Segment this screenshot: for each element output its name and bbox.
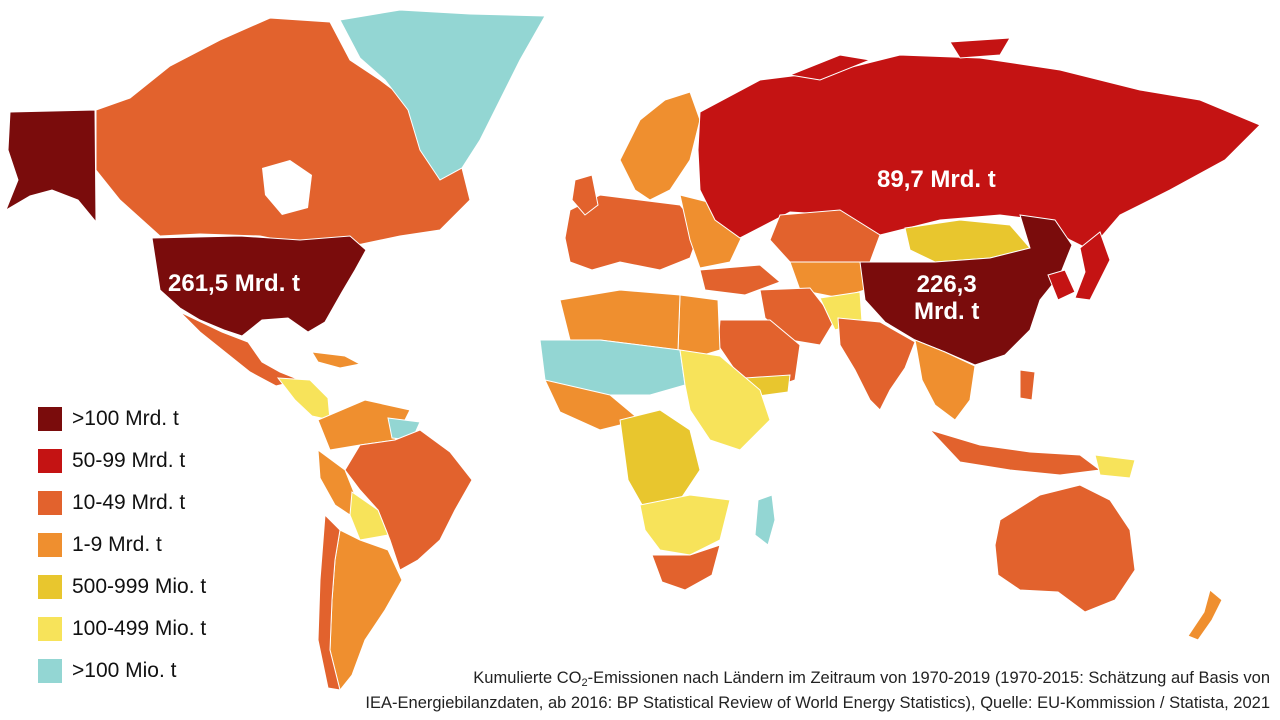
region-iran <box>759 287 836 346</box>
region-peru <box>317 448 356 516</box>
caption-subscript: 2 <box>581 677 588 689</box>
legend-item: 10-49 Mrd. t <box>38 482 206 524</box>
region-russia-north-islands <box>788 37 1011 81</box>
region-chile <box>317 513 341 691</box>
legend-item: >100 Mio. t <box>38 650 206 692</box>
region-scandinavia <box>619 91 701 201</box>
legend-swatch <box>38 575 62 599</box>
legend-label: >100 Mio. t <box>72 659 177 682</box>
region-western-europe <box>564 194 701 271</box>
legend-label: >100 Mrd. t <box>72 407 179 430</box>
legend-label: 10-49 Mrd. t <box>72 491 186 514</box>
region-china <box>859 214 1073 366</box>
region-usa <box>151 235 367 337</box>
caption-part1: Kumulierte CO <box>473 669 582 687</box>
region-west-africa <box>544 379 642 431</box>
region-egypt <box>677 294 721 357</box>
region-bolivia <box>349 491 389 541</box>
legend-label: 1-9 Mrd. t <box>72 533 162 556</box>
legend-label: 500-999 Mio. t <box>72 575 207 598</box>
region-alaska <box>4 109 97 224</box>
region-east-africa <box>679 349 771 451</box>
china-callout-value: 226,3 <box>916 271 977 298</box>
source-caption: Kumulierte CO2-Emissionen nach Ländern i… <box>270 666 1270 716</box>
russia-callout: 89,7 Mrd. t <box>877 166 996 193</box>
region-congo-basin <box>619 409 701 511</box>
region-indonesia <box>928 428 1102 476</box>
china-callout-unit: Mrd. t <box>914 298 980 325</box>
map-legend: >100 Mrd. t 50-99 Mrd. t 10-49 Mrd. t 1-9 M… <box>38 398 206 692</box>
region-uk <box>571 174 599 216</box>
legend-swatch <box>38 407 62 431</box>
legend-label: 50-99 Mrd. t <box>72 449 186 472</box>
region-philippines <box>1019 369 1036 401</box>
usa-callout: 261,5 Mrd. t <box>168 270 301 297</box>
region-brazil <box>344 429 473 571</box>
legend-swatch <box>38 533 62 557</box>
region-australia <box>994 484 1136 613</box>
region-central-america <box>276 377 331 421</box>
region-korea-japan <box>1047 231 1111 301</box>
legend-swatch <box>38 617 62 641</box>
legend-swatch <box>38 491 62 515</box>
region-turkey <box>699 264 781 296</box>
legend-item: 1-9 Mrd. t <box>38 524 206 566</box>
region-south-africa <box>651 544 721 591</box>
caption-part2: -Emissionen nach Ländern im Zeitraum von… <box>587 669 1270 687</box>
legend-swatch <box>38 659 62 683</box>
region-india <box>837 317 916 411</box>
region-madagascar <box>754 494 776 546</box>
region-new-zealand <box>1187 589 1223 641</box>
caption-line2: IEA-Energiebilanzdaten, ab 2016: BP Stat… <box>365 694 1270 712</box>
region-caribbean <box>311 351 362 369</box>
region-greenland <box>339 9 546 181</box>
legend-label: 100-499 Mio. t <box>72 617 207 640</box>
region-hudson-bay <box>262 160 312 215</box>
region-canada <box>95 17 471 251</box>
region-southeast-asia <box>914 339 976 421</box>
legend-swatch <box>38 449 62 473</box>
legend-item: 100-499 Mio. t <box>38 608 206 650</box>
legend-item: 500-999 Mio. t <box>38 566 206 608</box>
legend-item: >100 Mrd. t <box>38 398 206 440</box>
china-callout: 226,3 Mrd. t <box>914 271 979 325</box>
region-southern-africa <box>639 494 731 556</box>
region-papua <box>1094 454 1136 479</box>
legend-item: 50-99 Mrd. t <box>38 440 206 482</box>
